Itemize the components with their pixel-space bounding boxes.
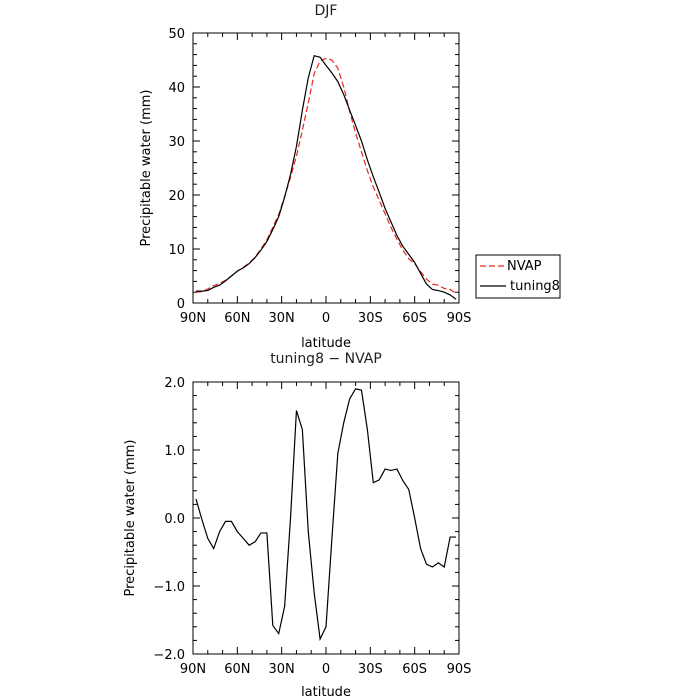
bottom-panel: tuning8 − NVAP −2.0 −1.0 0.0 1.0 2.0 90N 60N 3… bbox=[123, 351, 471, 700]
legend-label-nvap: NVAP bbox=[507, 259, 542, 274]
top-series-line-nvap bbox=[195, 57, 457, 294]
bottom-y-axis-label: Precipitable water (mm) bbox=[123, 440, 138, 597]
bottom-x-tick-label: 0 bbox=[322, 662, 330, 677]
bottom-y-tick-label: 0.0 bbox=[164, 512, 185, 527]
bottom-y-tick-label: −1.0 bbox=[153, 580, 185, 595]
bottom-x-tick-label: 60S bbox=[402, 662, 427, 677]
bottom-y-tick-label: 2.0 bbox=[164, 376, 185, 391]
top-x-tick-labels: 90N 60N 30N 0 30S 60S 90S bbox=[180, 311, 472, 326]
bottom-y-tick-label: 1.0 bbox=[164, 444, 185, 459]
bottom-x-tick-label: 30S bbox=[358, 662, 383, 677]
legend-label-tuning8: tuning8 bbox=[510, 279, 560, 294]
top-y-tick-label: 20 bbox=[168, 189, 185, 204]
top-x-tick-label: 0 bbox=[322, 311, 330, 326]
top-x-tick-label: 60N bbox=[224, 311, 250, 326]
top-chart-title: DJF bbox=[315, 3, 338, 19]
bottom-chart-title: tuning8 − NVAP bbox=[270, 351, 382, 367]
top-panel: DJF 0 10 20 30 40 50 90N 60N 30N 0 30S 60S 90S lati… bbox=[139, 3, 561, 351]
bottom-x-tick-label: 60N bbox=[224, 662, 250, 677]
top-x-tick-label: 30S bbox=[358, 311, 383, 326]
top-y-tick-labels: 0 10 20 30 40 50 bbox=[168, 27, 185, 312]
bottom-x-tick-labels: 90N 60N 30N 0 30S 60S 90S bbox=[180, 662, 472, 677]
top-y-tick-label: 40 bbox=[168, 81, 185, 96]
top-x-tick-label: 60S bbox=[402, 311, 427, 326]
top-y-tick-label: 50 bbox=[168, 27, 185, 42]
top-series-group bbox=[195, 54, 457, 300]
top-x-tick-label: 30N bbox=[269, 311, 295, 326]
top-ticks bbox=[192, 32, 460, 304]
bottom-ticks bbox=[192, 381, 460, 655]
top-x-axis-label: latitude bbox=[301, 336, 351, 351]
top-y-tick-label: 0 bbox=[177, 297, 185, 312]
top-y-tick-label: 30 bbox=[168, 135, 185, 150]
bottom-y-tick-labels: −2.0 −1.0 0.0 1.0 2.0 bbox=[153, 376, 185, 663]
bottom-x-tick-label: 30N bbox=[269, 662, 295, 677]
bottom-series-group bbox=[195, 388, 457, 642]
top-x-tick-label: 90S bbox=[447, 311, 472, 326]
bottom-x-tick-label: 90S bbox=[447, 662, 472, 677]
top-series-line-tuning8 bbox=[195, 54, 457, 300]
bottom-x-axis-label: latitude bbox=[301, 685, 351, 700]
top-legend: NVAP tuning8 bbox=[475, 254, 561, 299]
top-y-tick-label: 10 bbox=[168, 243, 185, 258]
bottom-series-line-tuning8 bbox=[195, 388, 457, 642]
top-y-axis-label: Precipitable water (mm) bbox=[139, 90, 154, 247]
top-plot-frame bbox=[192, 32, 460, 304]
top-x-tick-label: 90N bbox=[180, 311, 206, 326]
bottom-plot-frame bbox=[192, 381, 460, 655]
legend-box bbox=[475, 254, 561, 299]
bottom-y-tick-label: −2.0 bbox=[153, 648, 185, 663]
bottom-x-tick-label: 90N bbox=[180, 662, 206, 677]
